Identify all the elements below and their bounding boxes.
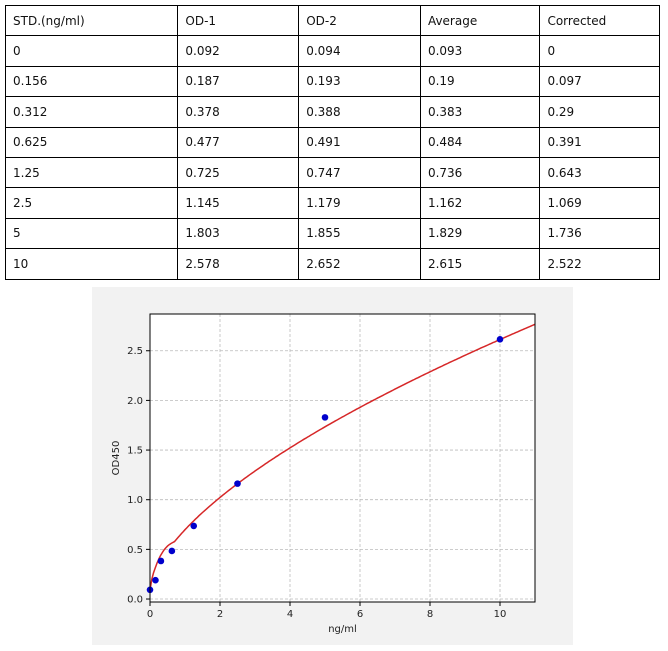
table-cell: 0.477 (177, 126, 300, 158)
standard-curve-chart: 0 2 4 6 8 10 0.0 0.5 1.0 1.5 2.0 2.5 ng/ml OD450 (92, 287, 573, 645)
table-cell: 1.25 (4, 156, 179, 189)
column-header: STD.(ng/ml) (4, 4, 179, 37)
table-cell: 5 (4, 217, 179, 250)
x-tick-label: 6 (357, 609, 363, 620)
table-cell: 1.162 (419, 187, 541, 219)
table-cell: 0.097 (539, 65, 660, 98)
data-point (152, 576, 159, 584)
y-tick-label: 1.5 (127, 446, 143, 457)
y-tick-label: 0.0 (127, 595, 143, 606)
plot-frame (149, 313, 536, 603)
table-row: 0.312 0.378 0.388 0.383 0.29 (4, 96, 660, 128)
y-tick-label: 2.5 (127, 346, 143, 357)
y-tick-label: 1.0 (127, 495, 143, 506)
table-cell: 0.187 (177, 65, 300, 98)
table-cell: 1.145 (177, 187, 300, 219)
table-cell: 2.615 (419, 248, 541, 280)
chart-svg: 0 2 4 6 8 10 0.0 0.5 1.0 1.5 2.0 2.5 ng/ml OD450 (111, 313, 536, 635)
y-tick-label: 2.0 (127, 396, 143, 407)
table-cell: 0.383 (419, 96, 541, 128)
table-cell: 0.391 (539, 126, 660, 158)
data-point (168, 547, 176, 555)
table-cell: 0.094 (298, 35, 421, 67)
data-point (496, 336, 504, 343)
table-cell: 1.179 (298, 187, 421, 219)
table-row: 2.5 1.145 1.179 1.162 1.069 (4, 187, 660, 219)
data-point (321, 414, 329, 421)
y-axis-label: OD450 (111, 441, 122, 476)
table-row: 5 1.803 1.855 1.829 1.736 (4, 217, 660, 250)
column-header: Average (419, 4, 541, 37)
table-header-row: STD.(ng/ml) OD-1 OD-2 Average Corrected (4, 4, 660, 37)
table-cell: 2.578 (177, 248, 300, 280)
table-row: 0 0.092 0.094 0.093 0 (4, 35, 660, 67)
table-row: 0.625 0.477 0.491 0.484 0.391 (4, 126, 660, 158)
y-tick-label: 0.5 (127, 545, 143, 556)
column-header: OD-2 (298, 4, 421, 37)
table-cell: 0.312 (4, 96, 179, 128)
table-cell: 2.652 (298, 248, 421, 280)
table-cell: 1.855 (298, 217, 421, 250)
data-point (234, 480, 241, 487)
table-cell: 2.522 (539, 248, 660, 280)
table-cell: 0.736 (419, 156, 541, 189)
table-cell: 0.484 (419, 126, 541, 158)
table-cell: 1.803 (177, 217, 300, 250)
x-tick-label: 2 (217, 609, 223, 620)
table-cell: 0.19 (419, 65, 541, 98)
x-tick-label: 4 (287, 609, 293, 620)
table-cell: 1.069 (539, 187, 660, 219)
table-cell: 0.388 (298, 96, 421, 128)
x-tick-label: 8 (427, 609, 433, 620)
fit-curve (149, 323, 536, 591)
x-tick-label: 0 (147, 609, 153, 620)
table-cell: 0.378 (177, 96, 300, 128)
table-row: 1.25 0.725 0.747 0.736 0.643 (4, 156, 660, 189)
table-cell: 0.193 (298, 65, 421, 98)
table-cell: 0.092 (177, 35, 300, 67)
table-row: 10 2.578 2.652 2.615 2.522 (4, 248, 660, 280)
table-cell: 0.625 (4, 126, 179, 158)
table-row: 0.156 0.187 0.193 0.19 0.097 (4, 65, 660, 98)
standard-curve-table: STD.(ng/ml) OD-1 OD-2 Average Corrected 0 0.09… (4, 4, 660, 280)
table-cell: 10 (4, 248, 179, 280)
data-point (157, 557, 165, 565)
table-cell: 0 (4, 35, 179, 67)
table-cell: 0 (539, 35, 660, 67)
table-cell: 0.156 (4, 65, 179, 98)
table-cell: 0.643 (539, 156, 660, 189)
table-cell: 0.29 (539, 96, 660, 128)
column-header: Corrected (539, 4, 660, 37)
table-cell: 0.747 (298, 156, 421, 189)
table-cell: 1.736 (539, 217, 660, 250)
x-tick-label: 10 (494, 609, 507, 620)
data-point (190, 522, 198, 530)
table-cell: 2.5 (4, 187, 179, 219)
table-cell: 0.725 (177, 156, 300, 189)
table-cell: 1.829 (419, 217, 541, 250)
table-cell: 0.093 (419, 35, 541, 67)
plot-area (150, 314, 535, 602)
table-cell: 0.491 (298, 126, 421, 158)
x-axis-label: ng/ml (328, 624, 357, 635)
column-header: OD-1 (177, 4, 300, 37)
